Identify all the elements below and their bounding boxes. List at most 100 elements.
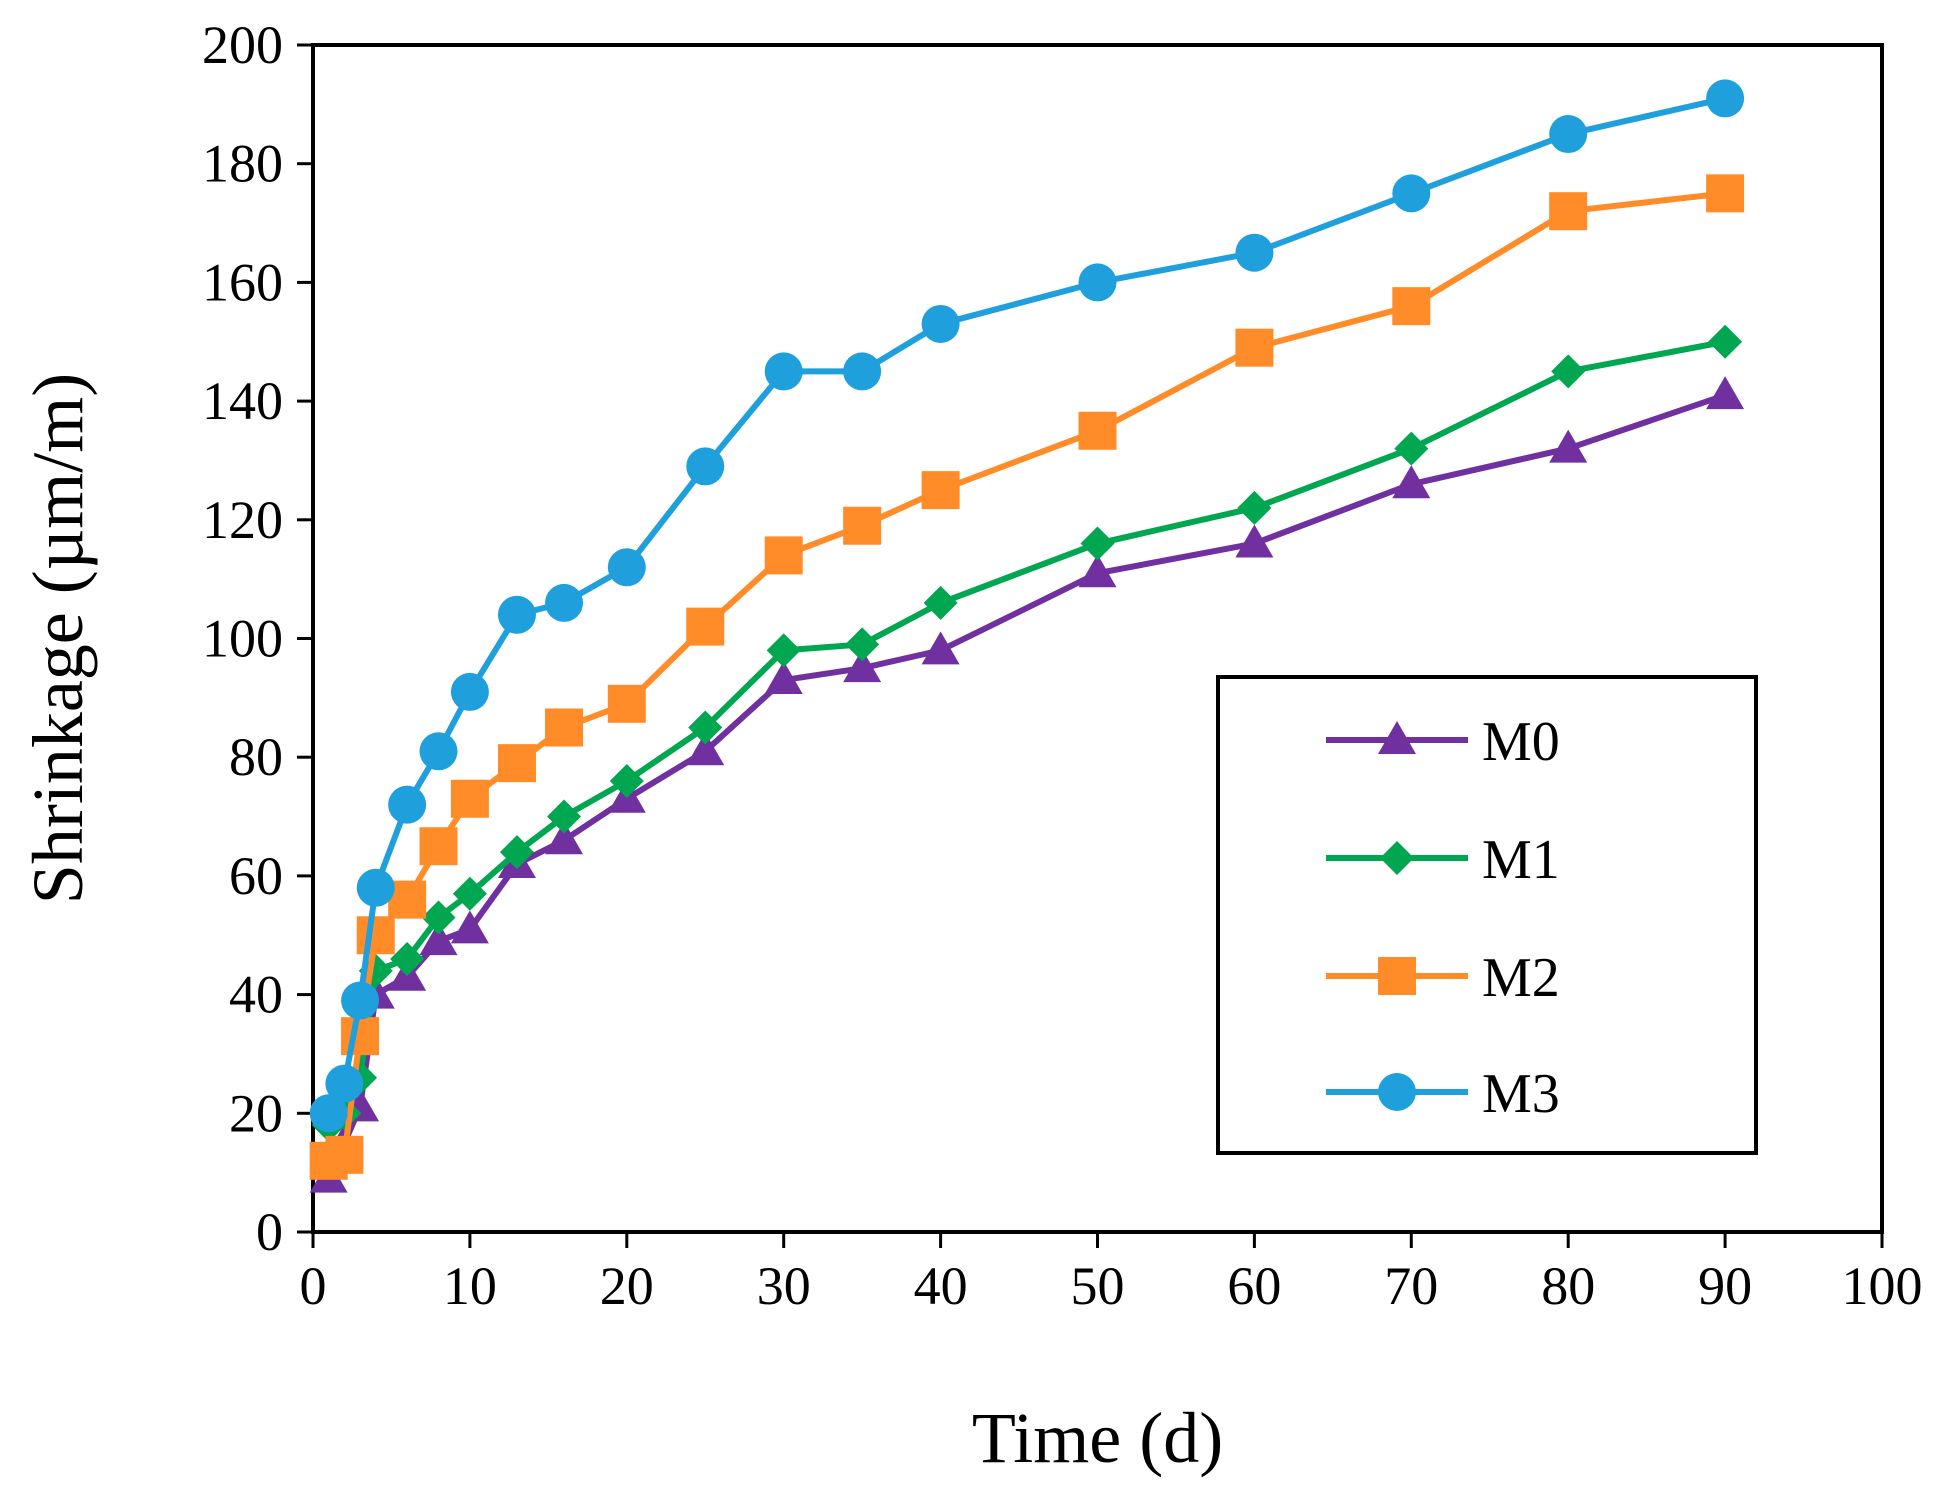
series-m3 bbox=[309, 79, 1745, 1133]
data-point-m3 bbox=[356, 868, 395, 907]
legend-marker-m2 bbox=[1378, 957, 1416, 995]
legend: M0 M1 M2 M3 bbox=[1216, 675, 1758, 1155]
data-point-m2 bbox=[1235, 328, 1274, 367]
data-point-m1 bbox=[421, 900, 456, 935]
data-point-m0 bbox=[450, 910, 489, 944]
y-tick-label: 140 bbox=[202, 371, 283, 431]
x-tick-label: 80 bbox=[1541, 1256, 1595, 1316]
data-point-m2 bbox=[450, 779, 489, 818]
y-tick-label: 120 bbox=[202, 490, 283, 550]
data-point-m3 bbox=[607, 548, 646, 587]
legend-label: M0 bbox=[1482, 711, 1560, 773]
data-point-m3 bbox=[325, 1064, 364, 1103]
data-point-m3 bbox=[545, 583, 584, 622]
data-point-m3 bbox=[764, 352, 803, 391]
y-tick-label: 20 bbox=[229, 1083, 283, 1143]
data-point-m1 bbox=[499, 835, 534, 870]
data-point-m1 bbox=[1237, 490, 1272, 525]
data-point-m3 bbox=[843, 352, 882, 391]
y-tick-label: 200 bbox=[202, 15, 283, 75]
data-point-m0 bbox=[843, 649, 882, 683]
data-point-m2 bbox=[325, 1135, 364, 1174]
data-point-m0 bbox=[1392, 465, 1431, 499]
legend-item-m3: M3 bbox=[1326, 1063, 1560, 1125]
data-point-m3 bbox=[1549, 115, 1588, 154]
data-point-m3 bbox=[309, 1094, 348, 1133]
data-point-m1 bbox=[390, 941, 425, 976]
legend-marker-m0 bbox=[1378, 721, 1416, 754]
data-point-m1 bbox=[766, 633, 801, 668]
data-point-m2 bbox=[497, 744, 536, 783]
y-tick-label: 80 bbox=[229, 727, 283, 787]
data-point-m2 bbox=[764, 536, 803, 575]
data-point-m3 bbox=[686, 447, 725, 486]
y-tick-label: 100 bbox=[202, 609, 283, 669]
data-point-m3 bbox=[419, 732, 458, 771]
data-point-m2 bbox=[1392, 287, 1431, 326]
legend-item-m1: M1 bbox=[1326, 829, 1560, 891]
x-tick-label: 70 bbox=[1384, 1256, 1438, 1316]
data-point-m0 bbox=[419, 922, 458, 956]
data-point-m1 bbox=[1080, 526, 1115, 561]
data-point-m0 bbox=[686, 732, 725, 766]
data-point-m3 bbox=[1235, 233, 1274, 272]
data-point-m0 bbox=[545, 821, 584, 855]
legend-marker-m1 bbox=[1380, 841, 1414, 875]
data-point-m0 bbox=[764, 661, 803, 695]
data-series bbox=[309, 79, 1745, 1193]
x-tick-label: 50 bbox=[1071, 1256, 1125, 1316]
x-axis-title: Time (d) bbox=[972, 1398, 1223, 1478]
x-tick-label: 20 bbox=[600, 1256, 654, 1316]
axis-ticks: 0 10 20 30 40 50 60 70 80 90 100 0 20 40 60 80 100 120 140… bbox=[202, 15, 1923, 1316]
data-point-m1 bbox=[1551, 354, 1586, 389]
x-tick-label: 30 bbox=[757, 1256, 811, 1316]
legend-item-m2: M2 bbox=[1326, 947, 1560, 1009]
y-tick-label: 180 bbox=[202, 134, 283, 194]
data-point-m3 bbox=[388, 785, 427, 824]
data-point-m2 bbox=[921, 471, 960, 510]
data-point-m1 bbox=[688, 710, 723, 745]
legend-item-m0: M0 bbox=[1326, 711, 1560, 773]
x-tick-label: 40 bbox=[914, 1256, 968, 1316]
legend-label: M1 bbox=[1482, 829, 1560, 891]
data-point-m3 bbox=[497, 595, 536, 634]
data-point-m1 bbox=[547, 799, 582, 834]
data-point-m1 bbox=[1394, 431, 1429, 466]
y-tick-label: 40 bbox=[229, 965, 283, 1025]
data-point-m3 bbox=[341, 981, 380, 1020]
data-point-m2 bbox=[686, 607, 725, 646]
data-point-m1 bbox=[1708, 324, 1743, 359]
data-point-m0 bbox=[921, 631, 960, 665]
y-tick-label: 60 bbox=[229, 846, 283, 906]
data-point-m3 bbox=[1392, 174, 1431, 213]
x-tick-label: 90 bbox=[1698, 1256, 1752, 1316]
legend-box bbox=[1216, 675, 1758, 1155]
data-point-m2 bbox=[843, 506, 882, 545]
legend-label: M2 bbox=[1482, 947, 1560, 1009]
data-point-m2 bbox=[1078, 411, 1117, 450]
y-axis-title: Shrinkage (µm/m) bbox=[18, 373, 98, 904]
data-point-m1 bbox=[923, 585, 958, 620]
data-point-m0 bbox=[1549, 429, 1588, 463]
legend-label: M3 bbox=[1482, 1063, 1560, 1125]
legend-marker-m3 bbox=[1378, 1073, 1416, 1111]
data-point-m1 bbox=[609, 763, 644, 798]
data-point-m2 bbox=[341, 1017, 380, 1056]
data-point-m3 bbox=[1706, 79, 1745, 118]
y-tick-label: 160 bbox=[202, 252, 283, 312]
data-point-m2 bbox=[356, 916, 395, 955]
data-point-m1 bbox=[452, 876, 487, 911]
data-point-m2 bbox=[419, 827, 458, 866]
data-point-m3 bbox=[921, 304, 960, 343]
x-tick-label: 10 bbox=[443, 1256, 497, 1316]
data-point-m2 bbox=[1706, 174, 1745, 213]
data-point-m3 bbox=[450, 672, 489, 711]
data-point-m0 bbox=[1706, 376, 1745, 410]
data-point-m3 bbox=[1078, 263, 1117, 302]
data-point-m2 bbox=[1549, 192, 1588, 231]
x-tick-label: 100 bbox=[1842, 1256, 1923, 1316]
data-point-m2 bbox=[545, 708, 584, 747]
data-point-m0 bbox=[1078, 554, 1117, 588]
x-tick-label: 60 bbox=[1227, 1256, 1281, 1316]
